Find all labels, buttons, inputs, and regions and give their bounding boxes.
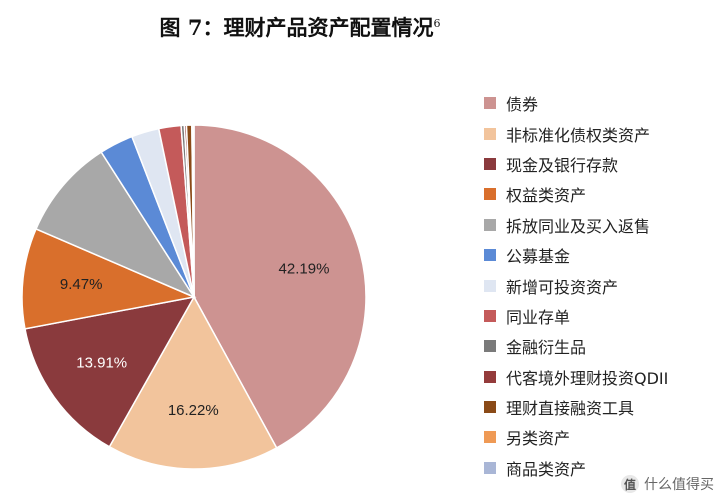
pie-slice-0 [193, 124, 367, 449]
legend-swatch-1 [484, 127, 496, 140]
pie-slice-1 [108, 295, 278, 470]
pie-slice-4 [35, 151, 196, 299]
legend-item-12: 商品类资产 [484, 453, 668, 483]
legend-swatch-3 [484, 188, 496, 201]
legend-label-1: 非标准化债权类资产 [506, 125, 651, 145]
legend-item-0: 债券 [484, 88, 668, 118]
watermark-logo-icon: 值 [621, 475, 639, 493]
legend-label-4: 拆放同业及买入返售 [506, 216, 651, 236]
legend-label-2: 现金及银行存款 [506, 155, 619, 175]
legend-label-3: 权益类资产 [506, 186, 587, 206]
legend-item-3: 权益类资产 [484, 179, 668, 209]
pie-slice-label-3: 9.47% [60, 276, 103, 293]
legend-item-6: 新增可投资资产 [484, 270, 668, 300]
legend-item-1: 非标准化债权类资产 [484, 118, 668, 148]
legend-label-12: 商品类资产 [506, 459, 587, 479]
legend-item-10: 理财直接融资工具 [484, 392, 668, 422]
pie-slices [21, 124, 367, 470]
pie-slice-label-2: 13.91% [76, 355, 127, 372]
legend-swatch-6 [484, 279, 496, 292]
pie-slice-label-0: 42.19% [279, 260, 330, 277]
legend-label-6: 新增可投资资产 [506, 277, 619, 297]
chart-legend: 债券非标准化债权类资产 现金及银行存款 权益类资产拆放同业及买入返售 公募基金新增可投… [484, 88, 668, 483]
legend-label-0: 债券 [506, 95, 539, 115]
legend-item-5: 公募基金 [484, 240, 668, 270]
legend-swatch-9 [484, 370, 496, 383]
pie-slice-label-1: 16.22% [168, 402, 219, 419]
watermark: 值 什么值得买 [621, 474, 714, 494]
chart-title-text: 图 7：理财产品资产配置情况 [159, 15, 434, 40]
pie-slice-12 [192, 124, 195, 298]
legend-swatch-7 [484, 309, 496, 322]
chart-title: 图 7：理财产品资产配置情况6 [0, 12, 600, 42]
pie-slice-2 [24, 295, 196, 448]
legend-label-11: 另类资产 [506, 429, 571, 449]
legend-label-10: 理财直接融资工具 [506, 399, 635, 419]
legend-label-8: 金融衍生品 [506, 338, 587, 358]
watermark-text: 什么值得买 [644, 477, 714, 493]
legend-item-9: 代客境外理财投资QDII [484, 362, 668, 392]
legend-swatch-0 [484, 97, 496, 110]
legend-item-2: 现金及银行存款 [484, 149, 668, 179]
legend-swatch-2 [484, 157, 496, 170]
pie-slice-3 [21, 227, 197, 330]
legend-swatch-8 [484, 340, 496, 353]
legend-swatch-4 [484, 218, 496, 231]
legend-label-7: 同业存单 [506, 307, 571, 327]
legend-label-5: 公募基金 [506, 247, 571, 267]
legend-item-4: 拆放同业及买入返售 [484, 210, 668, 240]
legend-swatch-10 [484, 401, 496, 414]
legend-item-11: 另类资产 [484, 422, 668, 452]
legend-item-8: 金融衍生品 [484, 331, 668, 361]
legend-label-9: 代客境外理财投资QDII [506, 368, 669, 388]
title-footnote-marker: 6 [433, 17, 441, 30]
legend-swatch-12 [484, 461, 496, 474]
legend-swatch-11 [484, 431, 496, 444]
pie-slice-labels: 42.19% 16.22% 13.91% 9.47% [60, 260, 330, 419]
legend-swatch-5 [484, 249, 496, 262]
legend-item-7: 同业存单 [484, 301, 668, 331]
